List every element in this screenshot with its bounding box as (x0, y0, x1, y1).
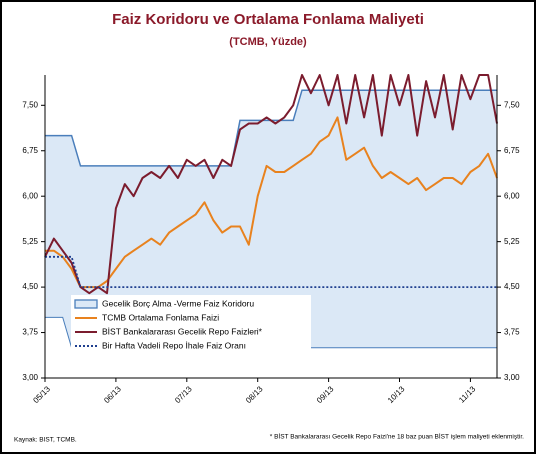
y2-tick-label: 5,25 (504, 237, 520, 246)
y-tick-label: 7,50 (22, 100, 38, 109)
y-tick-label: 3,75 (22, 328, 38, 337)
series-line (45, 116, 498, 289)
legend-label: BİST Bankalararası Gecelik Repo Faizleri… (102, 326, 263, 336)
series-line (45, 255, 497, 288)
y-tick-label: 3,00 (22, 373, 38, 382)
y-tick-label: 6,75 (22, 146, 38, 155)
legend-label: TCMB Ortalama Fonlama Faizi (102, 312, 219, 322)
y-tick-label: 4,50 (22, 282, 38, 291)
series-line (44, 74, 498, 295)
source: Kaynak: BIST, TCMB. (14, 437, 77, 444)
y-tick-label: 6,00 (22, 191, 38, 200)
corridor-area (45, 90, 497, 348)
y2-tick-label: 7,50 (504, 100, 520, 109)
chart-subtitle: (TCMB, Yüzde) (229, 36, 307, 48)
y-tick-label: 5,25 (22, 237, 38, 246)
legend-swatch (74, 299, 98, 309)
legend-box (71, 295, 311, 355)
y2-tick-label: 4,50 (504, 282, 520, 291)
legend-label: Gecelik Borç Alma -Verme Faiz Koridoru (102, 298, 254, 308)
legend-label: Bir Hafta Vadeli Repo İhale Faiz Oranı (102, 340, 246, 350)
y2-tick-label: 6,75 (504, 146, 520, 155)
footnote: * BİST Bankalararası Gecelik Repo Faizi'… (270, 432, 524, 441)
y2-tick-label: 3,00 (504, 373, 520, 382)
y2-tick-label: 6,00 (504, 191, 520, 200)
chart-title: Faiz Koridoru ve Ortalama Fonlama Maliye… (112, 11, 424, 28)
y2-tick-label: 3,75 (504, 328, 520, 337)
